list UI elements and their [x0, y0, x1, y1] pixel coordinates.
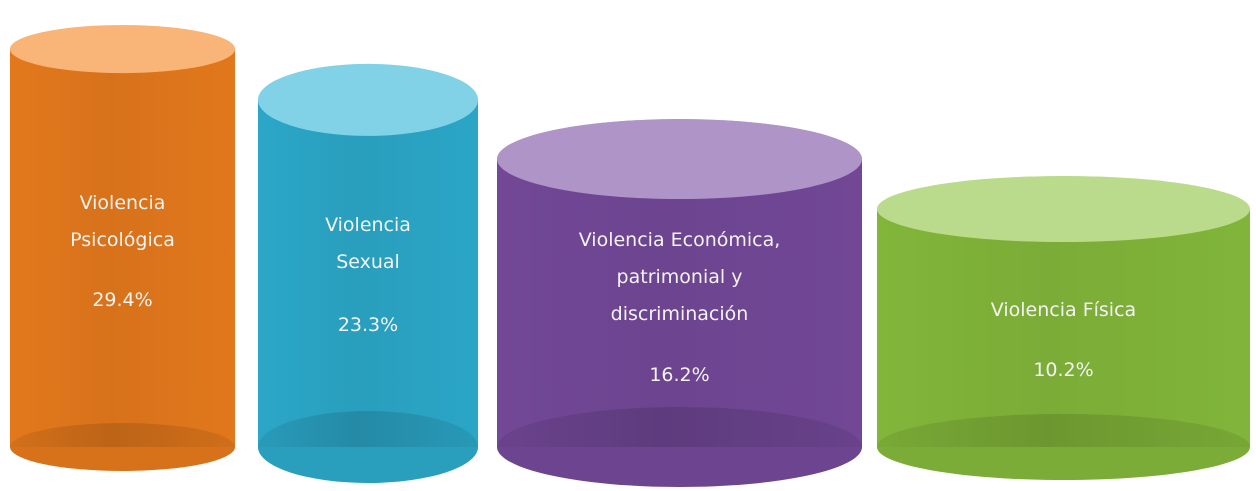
cylinder-body-shine [497, 159, 862, 447]
cylinder-top-light [10, 25, 235, 74]
cylinder-body-shine [877, 209, 1250, 447]
cylinder-body-shine [10, 49, 235, 448]
cylinder-top-light [258, 63, 478, 136]
category-label: Violencia Económica, patrimonial y discr… [578, 229, 781, 325]
category-label: Violencia Física [990, 299, 1137, 321]
cylinder [877, 176, 1250, 480]
value-label: 29.4% [92, 289, 153, 311]
cylinder-top [10, 25, 235, 74]
cylinder [10, 25, 235, 471]
value-label: 23.3% [337, 314, 399, 336]
category-label: Violencia Sexual [325, 214, 411, 273]
category-label: Violencia Psicológica [70, 192, 175, 251]
cylinder-body-shine [258, 99, 478, 447]
value-label: 16.2% [649, 364, 710, 386]
cylinder-top [497, 119, 862, 200]
cylinder [497, 119, 862, 487]
cylinder-top [258, 63, 478, 136]
cylinder-top-light [497, 119, 862, 200]
cylinder [258, 63, 478, 483]
cylinder-top-light [877, 176, 1250, 243]
value-label: 10.2% [1033, 359, 1094, 381]
cylinder-top [877, 176, 1250, 243]
